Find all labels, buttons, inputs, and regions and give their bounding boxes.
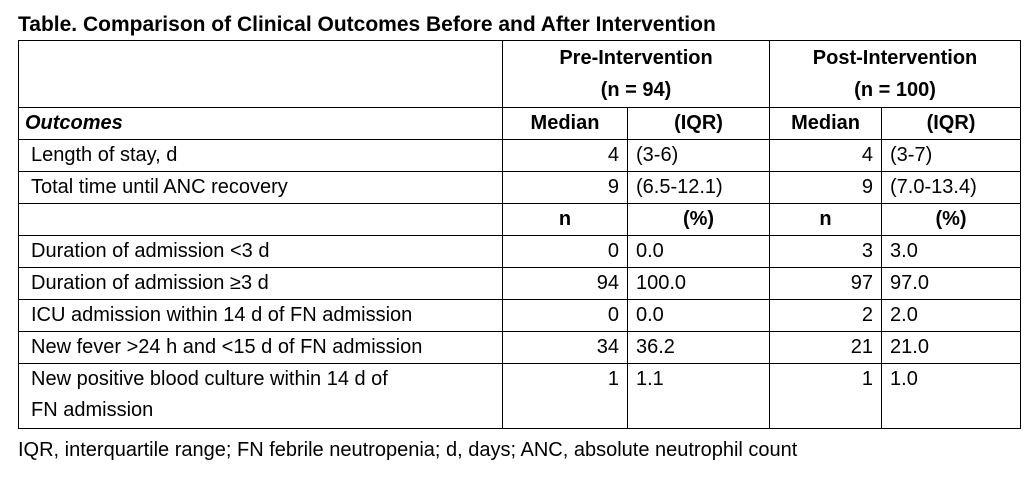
post-percent: 2.0 — [881, 299, 1022, 332]
row-label: Duration of admission <3 d — [18, 235, 503, 268]
post-percent: 21.0 — [881, 331, 1022, 364]
post-value: 4 — [769, 139, 883, 172]
pre-n-header: n — [502, 203, 628, 236]
post-median-header: Median — [769, 107, 883, 140]
blank-header-cell — [18, 40, 503, 108]
pre-median-header: Median — [502, 107, 628, 140]
post-value: 3 — [769, 235, 883, 268]
post-iqr-header: (IQR) — [881, 107, 1022, 140]
pre-percent: 0.0 — [626, 299, 771, 332]
table-row: New fever >24 h and <15 d of FN admissio… — [18, 331, 1022, 364]
pre-value: 4 — [502, 139, 628, 172]
pre-percent-header: (%) — [626, 203, 771, 236]
row-label: Length of stay, d — [18, 139, 503, 172]
row-label: Duration of admission ≥3 d — [18, 267, 503, 300]
table-row: ICU admission within 14 d of FN admissio… — [18, 299, 1022, 332]
row-label: Total time until ANC recovery — [18, 171, 503, 204]
post-value: 9 — [769, 171, 883, 204]
pre-value: 9 — [502, 171, 628, 204]
row-label: ICU admission within 14 d of FN admissio… — [18, 299, 503, 332]
pre-range: (6.5-12.1) — [626, 171, 771, 204]
post-value: 1 — [769, 363, 883, 429]
pre-percent: 100.0 — [626, 267, 771, 300]
post-value: 21 — [769, 331, 883, 364]
post-percent: 97.0 — [881, 267, 1022, 300]
group-header-row: Pre-Intervention (n = 94) Post-Intervent… — [18, 40, 1022, 108]
post-value: 97 — [769, 267, 883, 300]
table-footnote: IQR, interquartile range; FN febrile neu… — [18, 439, 798, 461]
n-percent-header-row: n (%) n (%) — [18, 203, 1022, 236]
blank-subheader-cell — [18, 203, 503, 236]
post-intervention-n: (n = 100) — [854, 79, 936, 101]
pre-value: 1 — [502, 363, 628, 429]
pre-range: (3-6) — [626, 139, 771, 172]
row-label-line: FN admission — [31, 399, 154, 421]
post-intervention-label: Post-Intervention — [812, 47, 978, 69]
outcomes-header: Outcomes — [18, 107, 503, 140]
post-range: (7.0-13.4) — [881, 171, 1022, 204]
table-row: Length of stay, d 4 (3-6) 4 (3-7) — [18, 139, 1022, 172]
pre-iqr-header: (IQR) — [626, 107, 771, 140]
pre-percent: 1.1 — [626, 363, 771, 429]
post-percent: 3.0 — [881, 235, 1022, 268]
post-intervention-header: Post-Intervention (n = 100) — [769, 40, 1022, 108]
pre-intervention-label: Pre-Intervention — [559, 47, 713, 69]
pre-percent: 36.2 — [626, 331, 771, 364]
pre-value: 0 — [502, 299, 628, 332]
post-percent-header: (%) — [881, 203, 1022, 236]
pre-value: 94 — [502, 267, 628, 300]
table-row: Duration of admission <3 d 0 0.0 3 3.0 — [18, 235, 1022, 268]
row-label: New fever >24 h and <15 d of FN admissio… — [18, 331, 503, 364]
pre-intervention-n: (n = 94) — [600, 79, 672, 101]
table-row: New positive blood culture within 14 d o… — [18, 363, 1022, 429]
table-row: Duration of admission ≥3 d 94 100.0 97 9… — [18, 267, 1022, 300]
pre-value: 0 — [502, 235, 628, 268]
row-label: New positive blood culture within 14 d o… — [18, 363, 503, 429]
outcomes-table: Pre-Intervention (n = 94) Post-Intervent… — [18, 40, 1022, 429]
pre-value: 34 — [502, 331, 628, 364]
median-iqr-header-row: Outcomes Median (IQR) Median (IQR) — [18, 107, 1022, 140]
pre-percent: 0.0 — [626, 235, 771, 268]
table-title: Table. Comparison of Clinical Outcomes B… — [18, 13, 716, 36]
table-row: Total time until ANC recovery 9 (6.5-12.… — [18, 171, 1022, 204]
post-range: (3-7) — [881, 139, 1022, 172]
post-n-header: n — [769, 203, 883, 236]
pre-intervention-header: Pre-Intervention (n = 94) — [501, 40, 771, 108]
post-percent: 1.0 — [881, 363, 1022, 429]
post-value: 2 — [769, 299, 883, 332]
row-label-line: New positive blood culture within 14 d o… — [31, 368, 388, 390]
